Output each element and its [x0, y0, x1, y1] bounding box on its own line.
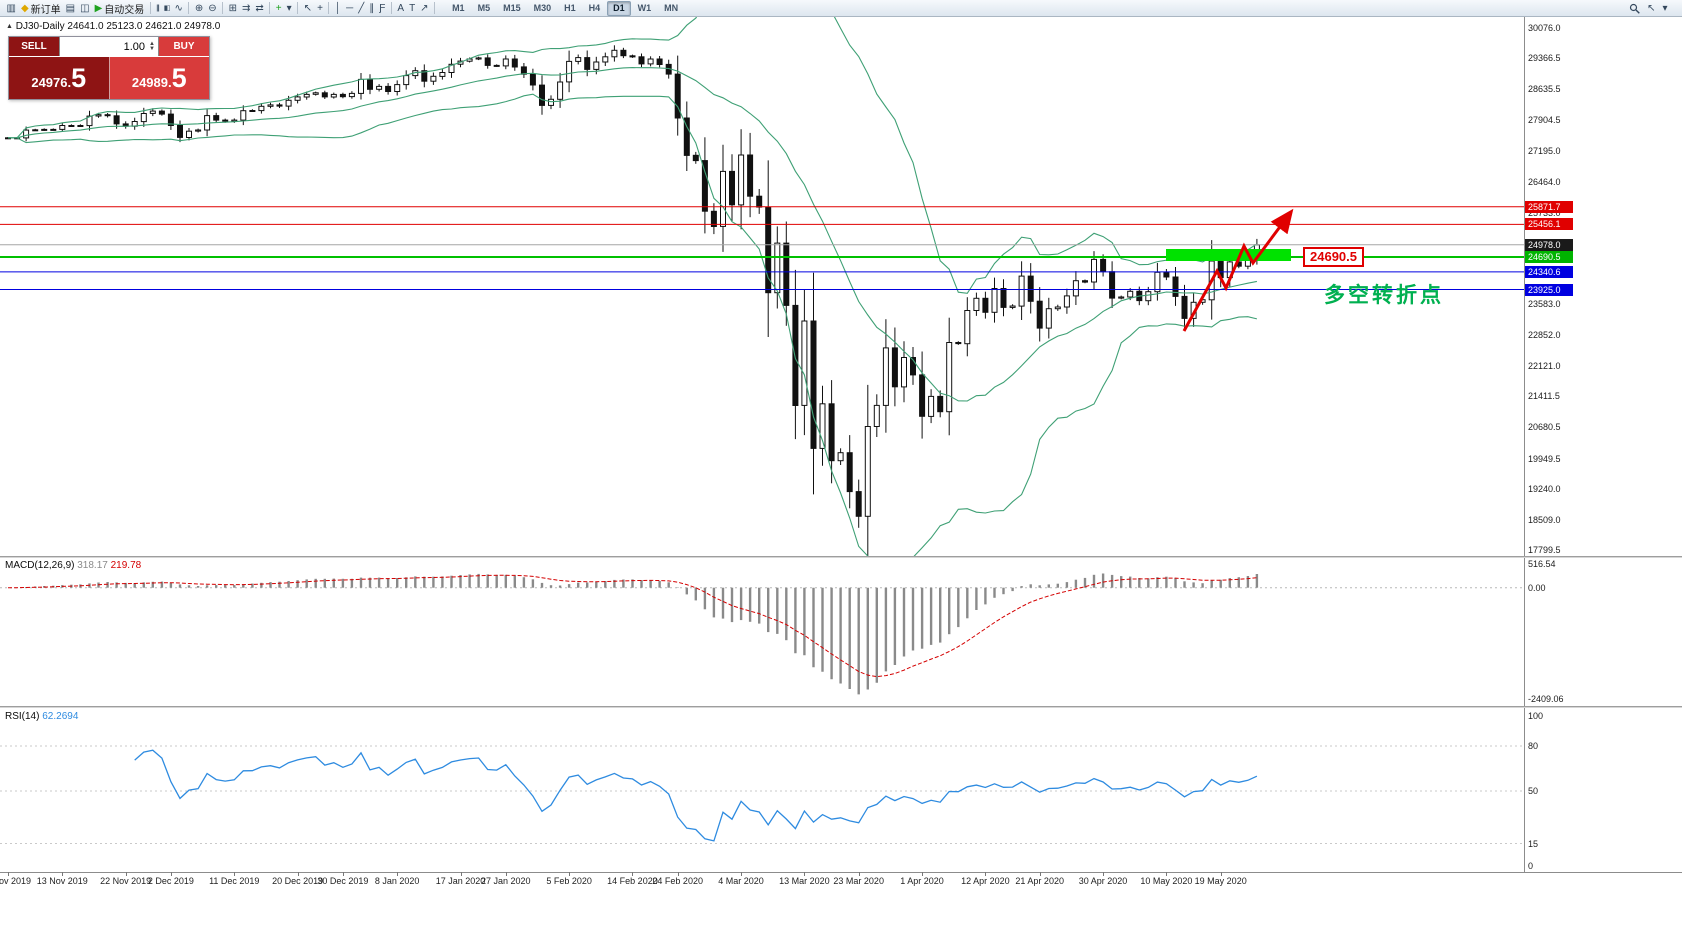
search-icon[interactable]	[1627, 1, 1643, 16]
sell-button[interactable]: SELL	[9, 37, 59, 56]
toolbar-separator	[269, 2, 271, 14]
channel-icon[interactable]: ∥	[369, 2, 375, 14]
chart-shift-icon[interactable]: ⇄	[255, 2, 264, 14]
highlight-zone	[1166, 249, 1291, 261]
buy-button[interactable]: BUY	[159, 37, 209, 56]
macd-value-main: 318.17	[77, 560, 108, 571]
price-level-lines	[0, 206, 1524, 290]
indicators-icon[interactable]: +	[275, 2, 282, 14]
candlestick-bodies	[5, 49, 1260, 517]
timeframe-m5[interactable]: M5	[477, 2, 491, 13]
sell-price[interactable]: 24976. 5	[9, 57, 110, 99]
vertical-line-icon[interactable]: │	[334, 2, 342, 14]
toolbar-separator	[297, 2, 299, 14]
toolbar-separator	[390, 2, 392, 14]
fibonacci-icon[interactable]: Ƒ	[379, 2, 386, 14]
label-tool-icon[interactable]: T	[409, 2, 416, 14]
rsi-line	[134, 749, 1258, 842]
one-click-trading-panel[interactable]: SELL 1.00 ▲ ▼ BUY 24976. 5 24989. 5	[8, 36, 210, 100]
arrow-tool-icon[interactable]: ↗	[420, 2, 429, 14]
toolbar-separator	[222, 2, 224, 14]
chart-ohlc: 24641.0 25123.0 24621.0 24978.0	[67, 21, 221, 32]
timeframe-m15[interactable]: M15	[503, 2, 521, 13]
timeframe-m1[interactable]: M1	[452, 2, 465, 13]
timeframe-switcher: M1 M5 M15 M30 H1 H4 D1 W1 MN	[446, 0, 684, 16]
periods-dropdown-icon[interactable]: ▾	[286, 2, 292, 14]
horizontal-line-icon[interactable]: ─	[346, 2, 354, 14]
volume-value: 1.00	[123, 40, 146, 53]
volume-input[interactable]: 1.00 ▲ ▼	[59, 37, 159, 56]
panel-separator[interactable]	[0, 706, 1682, 708]
macd-header: MACD(12,26,9) 318.17 219.78	[5, 560, 141, 571]
rsi-gridlines	[0, 745, 1524, 844]
toolbar-separator	[149, 2, 151, 14]
macd-panel-canvas[interactable]	[0, 558, 1682, 706]
auto-scroll-icon[interactable]: ⇉	[242, 2, 251, 14]
panel-separator[interactable]	[0, 556, 1682, 558]
volume-spinner[interactable]: ▲ ▼	[149, 40, 155, 52]
spin-up-icon[interactable]: ▲	[149, 40, 155, 47]
timeframe-d1[interactable]: D1	[607, 0, 631, 16]
macd-value-signal: 219.78	[110, 560, 142, 571]
buy-price-big-digit: 5	[171, 62, 187, 93]
timeframe-h1[interactable]: H1	[564, 2, 576, 13]
macd-signal-line	[8, 574, 1257, 678]
chart-window-icon[interactable]: ▥	[6, 2, 16, 14]
candlestick-chart-icon[interactable]: ▮▯	[163, 4, 171, 12]
chart-symbol-period: DJ30-Daily	[15, 21, 65, 32]
bars-chart-icon[interactable]: |||	[156, 4, 160, 12]
bollinger-bands	[7, 17, 1258, 556]
price-axis-line	[1524, 17, 1525, 872]
tile-windows-icon[interactable]: ⊞	[228, 2, 238, 14]
rsi-value: 62.2694	[42, 711, 79, 722]
price-callout: 24690.5	[1303, 247, 1364, 267]
rsi-name: RSI(14)	[5, 711, 40, 722]
buy-price[interactable]: 24989. 5	[109, 57, 209, 99]
zoom-out-icon[interactable]: ⊖	[208, 2, 217, 14]
timeframe-m30[interactable]: M30	[533, 2, 552, 13]
overflow-chevron-icon[interactable]: ▾	[1662, 2, 1668, 14]
timeframe-h4[interactable]: H4	[588, 2, 601, 13]
cursor-pointer-icon[interactable]: ↖	[1647, 2, 1656, 14]
toolbar: ▥ ◆ 新订单 ▤ ◫ ▶ 自动交易 ||| ▮▯ ∿ ⊕ ⊖ ⊞ ⇉ ⇄ + ▾ ↖ + │ ─ ╱ ∥ Ƒ A T ↗ M1 M5 M…	[0, 0, 1682, 17]
sell-price-big-digit: 5	[71, 62, 87, 93]
main-chart-canvas[interactable]	[0, 17, 1682, 556]
toolbar-separator	[188, 2, 190, 14]
toolbar-separator	[434, 2, 436, 14]
trend-arrow	[1182, 208, 1294, 332]
chart-title: ▲ DJ30-Daily 24641.0 25123.0 24621.0 249…	[6, 21, 220, 32]
autotrading-button[interactable]: ▶ 自动交易	[94, 2, 145, 16]
profiles-icon[interactable]: ▤	[65, 2, 76, 14]
buy-price-base: 24989.	[131, 75, 172, 90]
timeframe-mn[interactable]: MN	[664, 2, 679, 13]
cursor-icon[interactable]: ↖	[303, 2, 313, 14]
windows-icon[interactable]: ◫	[80, 2, 90, 14]
price-axis[interactable]	[1525, 17, 1585, 872]
line-chart-icon[interactable]: ∿	[174, 2, 183, 14]
timeframe-w1[interactable]: W1	[637, 2, 652, 13]
text-tool-icon[interactable]: A	[397, 2, 405, 14]
macd-histogram	[24, 573, 1259, 695]
zoom-in-icon[interactable]: ⊕	[194, 2, 204, 14]
macd-name: MACD(12,26,9)	[5, 560, 75, 571]
time-axis[interactable]	[0, 872, 1682, 895]
crosshair-icon[interactable]: +	[317, 2, 323, 14]
trendline-icon[interactable]: ╱	[358, 2, 365, 14]
spin-down-icon[interactable]: ▼	[149, 45, 155, 52]
rsi-header: RSI(14) 62.2694	[5, 711, 78, 722]
sell-price-base: 24976.	[31, 75, 72, 90]
new-order-button[interactable]: ◆ 新订单	[20, 2, 61, 16]
turning-point-note: 多空转折点	[1324, 284, 1444, 307]
rsi-panel-canvas[interactable]	[0, 708, 1682, 872]
toolbar-separator	[328, 2, 330, 14]
symbol-marker-icon: ▲	[6, 23, 13, 30]
